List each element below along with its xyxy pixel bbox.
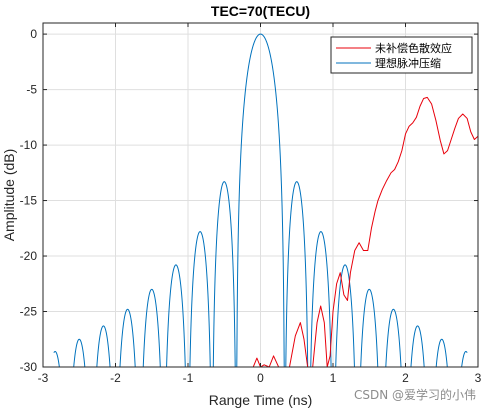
- legend-box: [330, 36, 473, 74]
- series-uncompensated-line: [252, 96, 478, 367]
- x-tick-label: 0: [257, 371, 264, 385]
- watermark: CSDN @爱学习的小伟: [354, 387, 476, 402]
- legend-label: 理想脉冲压缩: [375, 56, 441, 70]
- grid: [42, 23, 479, 368]
- y-tick-label: -25: [20, 305, 38, 319]
- y-tick-label: -20: [20, 249, 38, 263]
- y-tick-label: -5: [26, 83, 37, 97]
- chart-title: TEC=70(TECU): [211, 3, 310, 19]
- series-ideal-line: [53, 33, 468, 367]
- y-tick-label: -15: [20, 194, 38, 208]
- x-tick-label: -2: [110, 371, 121, 385]
- x-tick-label: 2: [402, 371, 409, 385]
- x-tick-label: 3: [475, 371, 482, 385]
- legend-label: 未补偿色散效应: [375, 41, 452, 55]
- x-tick-label: -3: [38, 371, 49, 385]
- x-axis-title: Range Time (ns): [209, 392, 312, 408]
- x-tick-label: -1: [183, 371, 194, 385]
- y-axis-title: Amplitude (dB): [1, 149, 17, 242]
- x-tick-label: 1: [330, 371, 337, 385]
- y-tick-label: -10: [20, 138, 38, 152]
- y-tick-label: 0: [30, 27, 37, 41]
- y-tick-label: -30: [20, 360, 38, 374]
- series-layer: [53, 33, 478, 367]
- ticks: -3 -2 -1 0 1 2 30-5-10-15-20-25-30: [20, 23, 482, 385]
